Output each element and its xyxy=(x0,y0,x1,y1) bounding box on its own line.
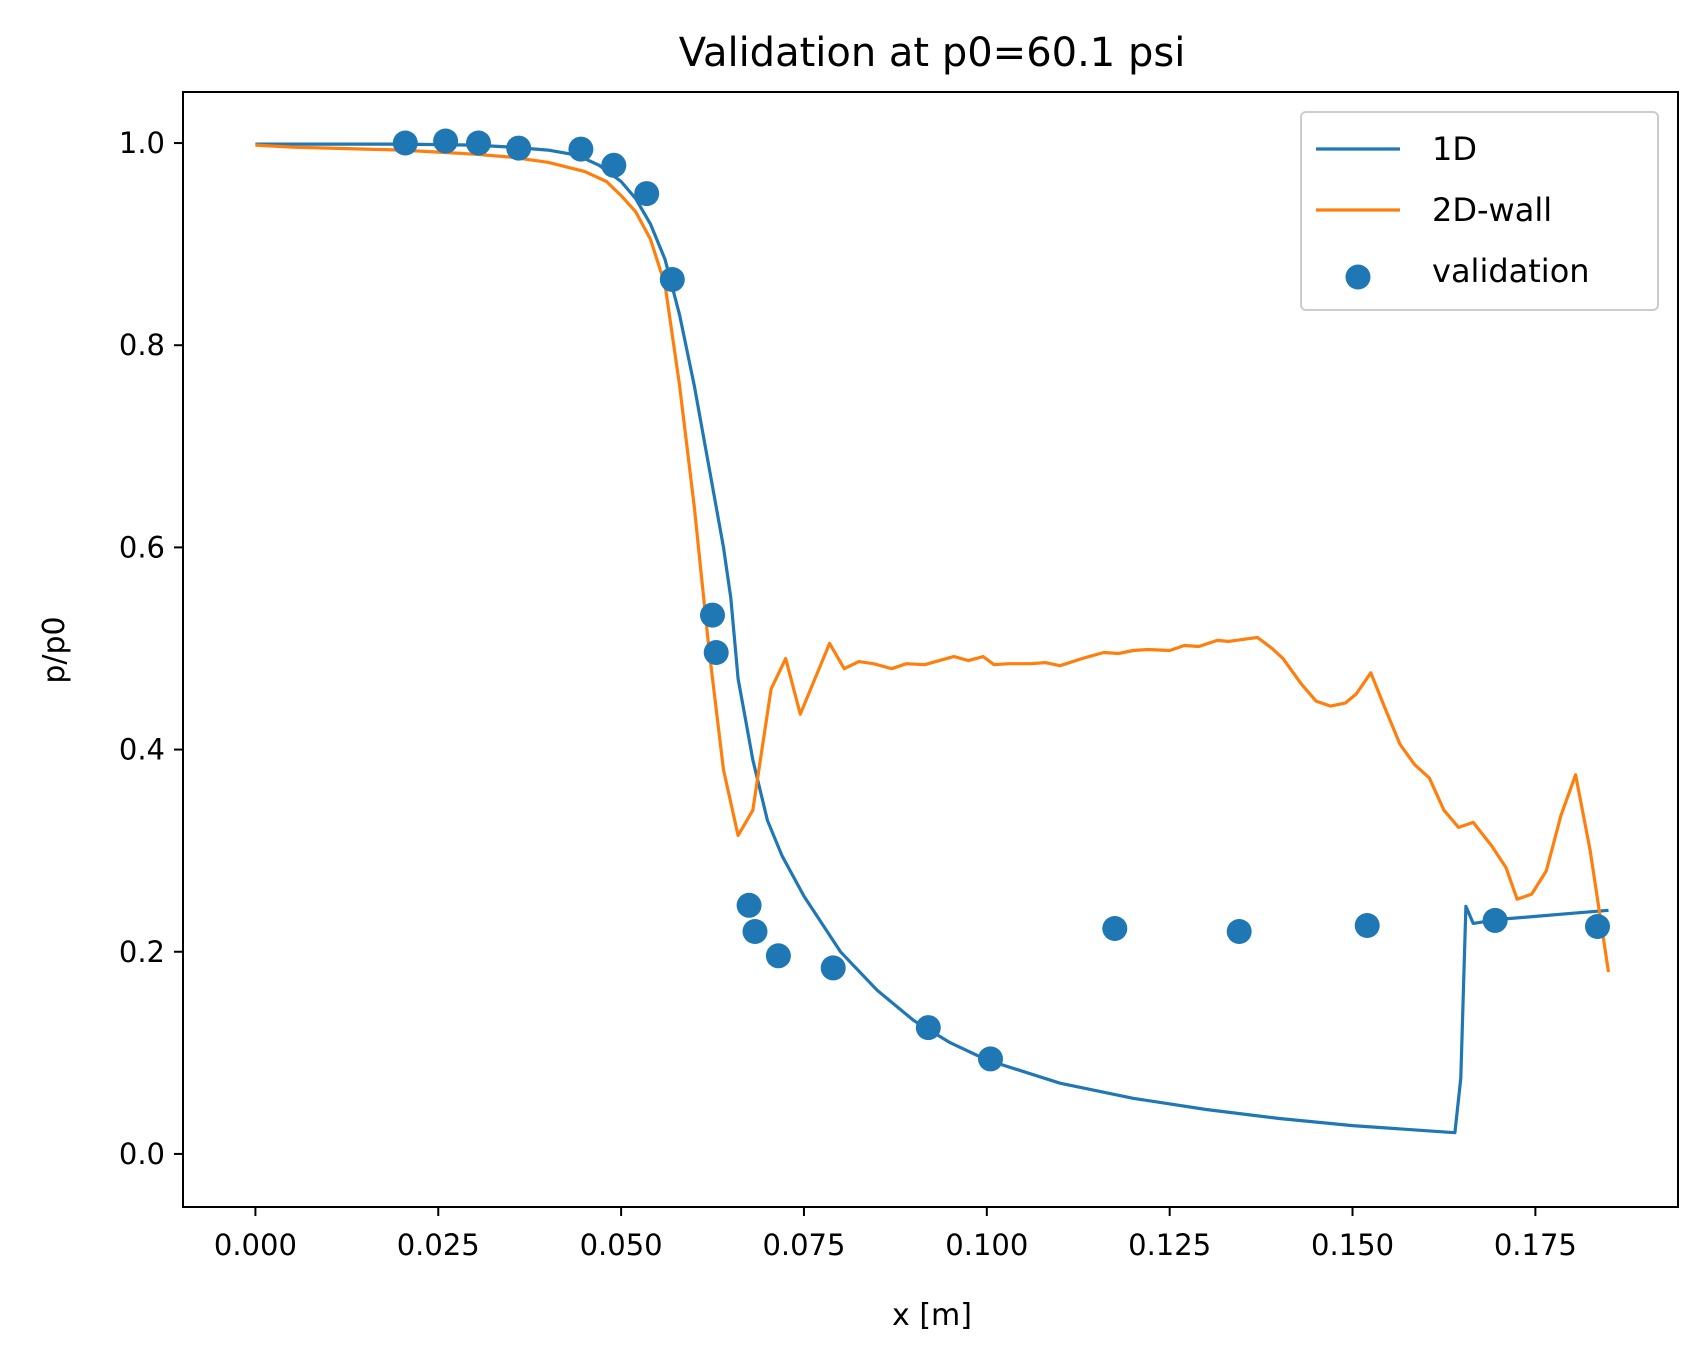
data-point-validation xyxy=(506,135,532,161)
data-point-validation xyxy=(392,130,418,156)
x-axis-label: x [m] xyxy=(892,1298,972,1333)
data-point-validation xyxy=(659,267,685,292)
data-point-validation xyxy=(634,181,660,207)
data-point-validation xyxy=(601,152,627,178)
y-tick-label: 0.6 xyxy=(119,530,165,564)
legend-label: 2D-wall xyxy=(1432,191,1552,229)
data-point-validation xyxy=(978,1046,1003,1072)
y-tick-label: 0.2 xyxy=(119,935,165,969)
legend-swatch xyxy=(1345,264,1371,290)
y-axis-label: p/p0 xyxy=(37,616,72,683)
x-tick-label: 0.150 xyxy=(1311,1228,1394,1262)
y-tick-label: 0.8 xyxy=(119,328,165,362)
legend-label: validation xyxy=(1432,252,1590,290)
legend-box xyxy=(1300,111,1659,311)
data-point-validation xyxy=(703,640,729,665)
data-point-validation xyxy=(820,955,846,981)
series-line-2d-wall xyxy=(255,143,1611,973)
y-tick-label: 1.0 xyxy=(119,126,165,160)
data-point-validation xyxy=(433,128,459,154)
data-point-validation xyxy=(1102,916,1128,941)
plot-area xyxy=(255,128,1611,1135)
series-line-1d xyxy=(255,142,1609,1135)
data-point-validation xyxy=(1354,913,1380,938)
x-tick-label: 0.050 xyxy=(580,1228,663,1262)
y-tick-label: 0.0 xyxy=(119,1137,165,1171)
y-tick-label: 0.4 xyxy=(119,733,165,767)
legend-label: 1D xyxy=(1432,130,1477,168)
x-tick-label: 0.125 xyxy=(1128,1228,1211,1262)
data-point-validation xyxy=(736,892,762,918)
plot-frame xyxy=(182,91,1679,1208)
legend: 1D 2D-wall validation xyxy=(1300,111,1659,311)
data-point-validation xyxy=(742,919,768,944)
data-point-validation xyxy=(1226,919,1252,944)
x-tick-label: 0.025 xyxy=(397,1228,480,1262)
data-point-validation xyxy=(915,1015,941,1041)
x-tick-label: 0.100 xyxy=(945,1228,1028,1262)
x-tick-label: 0.000 xyxy=(214,1228,297,1262)
data-point-validation xyxy=(1585,914,1610,939)
chart-title: Validation at p0=60.1 psi xyxy=(679,30,1186,76)
x-tick-label: 0.075 xyxy=(762,1228,845,1262)
axis-ticks: 0.000 0.025 0.050 0.075 0.100 0.125 0.150 0.175… xyxy=(119,126,1577,1262)
data-point-validation xyxy=(568,136,594,162)
data-point-validation xyxy=(1482,907,1508,933)
x-tick-label: 0.175 xyxy=(1494,1228,1577,1262)
data-point-validation xyxy=(700,602,725,628)
data-point-validation xyxy=(466,130,491,156)
data-point-validation xyxy=(765,943,791,969)
